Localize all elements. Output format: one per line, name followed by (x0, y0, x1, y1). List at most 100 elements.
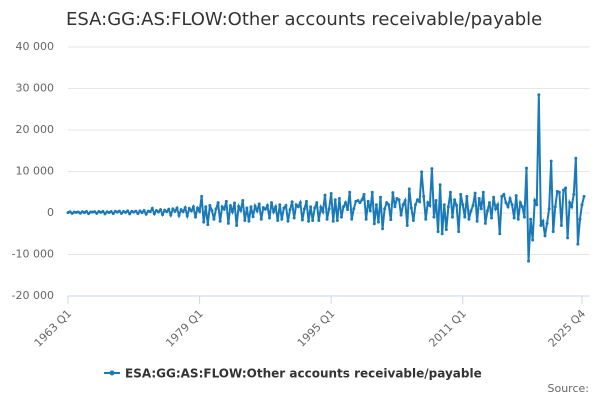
point (329, 191, 333, 195)
point (516, 217, 520, 221)
point (274, 205, 278, 209)
point (257, 202, 261, 206)
point (216, 201, 220, 205)
point (436, 230, 440, 234)
point (553, 205, 557, 209)
point (568, 201, 572, 205)
point (397, 198, 401, 202)
point (235, 223, 239, 227)
point (169, 213, 173, 217)
point (261, 206, 265, 210)
point (193, 215, 197, 219)
point (175, 206, 179, 210)
point (399, 213, 403, 217)
point (284, 204, 288, 208)
point (300, 218, 304, 222)
point (529, 217, 533, 221)
point (461, 203, 465, 207)
legend-marker (109, 370, 115, 376)
point (545, 221, 549, 225)
point (239, 209, 243, 213)
point (411, 218, 415, 222)
point (331, 219, 335, 223)
point (527, 259, 531, 263)
point (475, 219, 479, 223)
point (549, 159, 553, 163)
point (185, 214, 189, 218)
point (119, 211, 123, 215)
point (381, 227, 385, 231)
point (321, 210, 325, 214)
point (465, 194, 469, 198)
y-tick-label: -20 000 (12, 289, 54, 302)
point (453, 198, 457, 202)
point (576, 242, 580, 246)
point (430, 167, 434, 171)
point (422, 194, 426, 198)
point (136, 212, 140, 216)
point (292, 216, 296, 220)
point (210, 209, 214, 213)
point (319, 205, 323, 209)
point (142, 209, 146, 213)
source: Source: (548, 382, 590, 395)
point (103, 212, 107, 216)
point (144, 212, 148, 216)
y-tick-label: 40 000 (16, 40, 55, 53)
point (109, 210, 113, 214)
point (226, 221, 230, 225)
point (202, 220, 206, 224)
point (270, 201, 274, 205)
point (315, 201, 319, 205)
point (578, 217, 582, 221)
point (171, 207, 175, 211)
point (374, 203, 378, 207)
point (508, 196, 512, 200)
point (298, 201, 302, 205)
point (372, 222, 376, 226)
point (198, 209, 202, 213)
point (531, 238, 535, 242)
point (524, 166, 528, 170)
x-tick-label: 1995 Q1 (295, 307, 338, 350)
point (339, 215, 343, 219)
point (165, 210, 169, 214)
point (450, 215, 454, 219)
point (243, 218, 247, 222)
point (457, 230, 461, 234)
point (582, 194, 586, 198)
point (574, 156, 578, 160)
point (117, 209, 121, 213)
point (379, 195, 383, 199)
point (518, 201, 522, 205)
point (208, 204, 212, 208)
point (405, 223, 409, 227)
point (448, 190, 452, 194)
point (543, 234, 547, 238)
point (362, 192, 366, 196)
point (467, 217, 471, 221)
point (383, 207, 387, 211)
point (352, 207, 356, 211)
point (126, 209, 130, 213)
point (255, 209, 259, 213)
point (498, 232, 502, 236)
point (500, 194, 504, 198)
point (282, 206, 286, 210)
point (249, 205, 253, 209)
point (376, 220, 380, 224)
point (230, 210, 234, 214)
point (434, 199, 438, 203)
point (551, 230, 555, 234)
point (506, 205, 510, 209)
chart-title: ESA:GG:AS:FLOW:Other accounts receivable… (66, 9, 542, 30)
y-tick-label: 30 000 (16, 82, 55, 95)
point (389, 218, 393, 222)
point (409, 206, 413, 210)
point (358, 201, 362, 205)
point (327, 207, 331, 211)
point (481, 190, 485, 194)
point (200, 194, 204, 198)
point (387, 203, 391, 207)
